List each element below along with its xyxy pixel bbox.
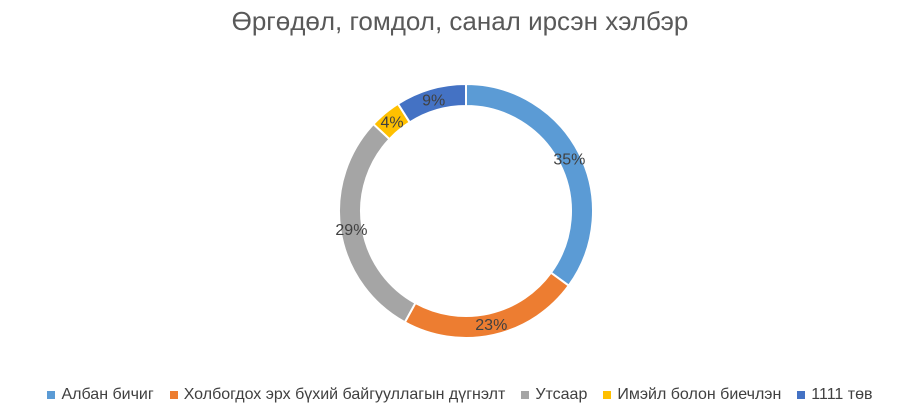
chart-legend: Албан бичиг Холбогдох эрх бүхий байгуулла… [0,386,920,404]
legend-item-3: Утсаар [521,386,587,404]
legend-swatch [169,391,178,399]
legend-item-1: Албан бичиг [47,386,154,404]
slice-data-label-2: 23% [475,317,507,334]
legend-item-2: Холбогдох эрх бүхий байгууллагын дүгнэлт [169,386,506,404]
legend-item-4: Имэйл болон биечлэн [603,386,781,404]
legend-item-5: 1111 төв [797,386,873,404]
slice-data-label-1: 35% [553,151,585,168]
legend-label: 1111 төв [811,386,873,403]
donut-slice-1 [465,82,594,288]
chart-title: Өргөдөл, гомдол, санал ирсэн хэлбэр [231,6,689,36]
slice-data-label-3: 29% [335,222,367,239]
donut-slice-5 [396,82,467,124]
legend-swatch [797,391,806,399]
legend-label: Утсаар [535,386,588,403]
slice-data-label-5: 9% [422,93,445,110]
slice-data-label-4: 4% [380,115,403,132]
legend-swatch [521,391,530,399]
legend-swatch [603,391,612,399]
legend-label: Албан бичиг [61,386,154,403]
legend-swatch [47,391,56,399]
legend-label: Имэйл болон биечлэн [617,386,782,403]
legend-label: Холбогдох эрх бүхий байгууллагын дүгнэлт [183,386,506,403]
donut-chart: 35% 23% 29% 4% 9% [335,82,594,339]
